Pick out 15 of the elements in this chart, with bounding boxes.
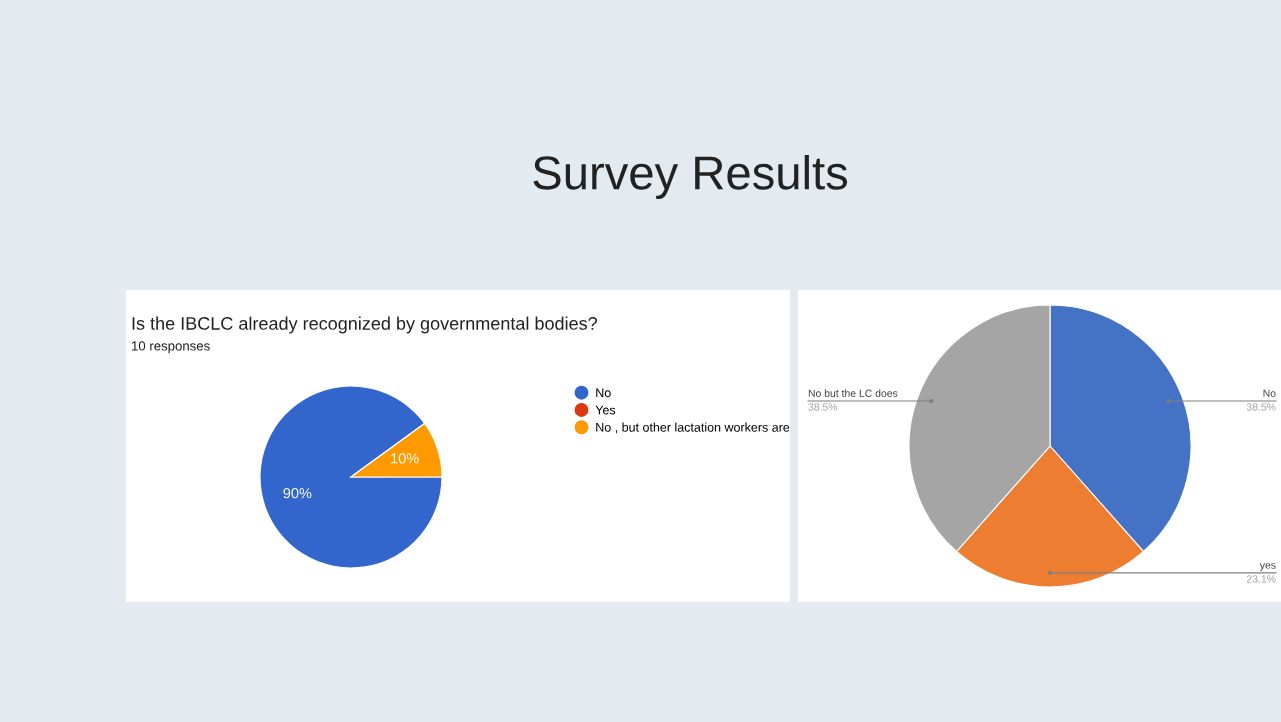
legend-label: No [596,388,611,398]
data-label: 10% [391,453,419,464]
data-label: 23.1% [1246,575,1276,583]
legend-label: Yes [595,405,616,415]
data-label: 38.5% [808,403,838,411]
data-label: 90% [283,488,312,499]
chart-subtitle: 10 responses [132,341,210,354]
text: Survey Results [533,154,848,200]
slice-label: No [1263,389,1276,397]
data-label: 38.5% [1246,403,1276,411]
slice-label: yes [1259,563,1276,571]
slice-label: No but the LC does [808,389,898,397]
legend-label: No , but other lactation workers are [596,422,790,434]
pie-slice [259,385,443,569]
chart-title: Is the IBCLC already recognized by governmental bodies? [132,316,598,334]
